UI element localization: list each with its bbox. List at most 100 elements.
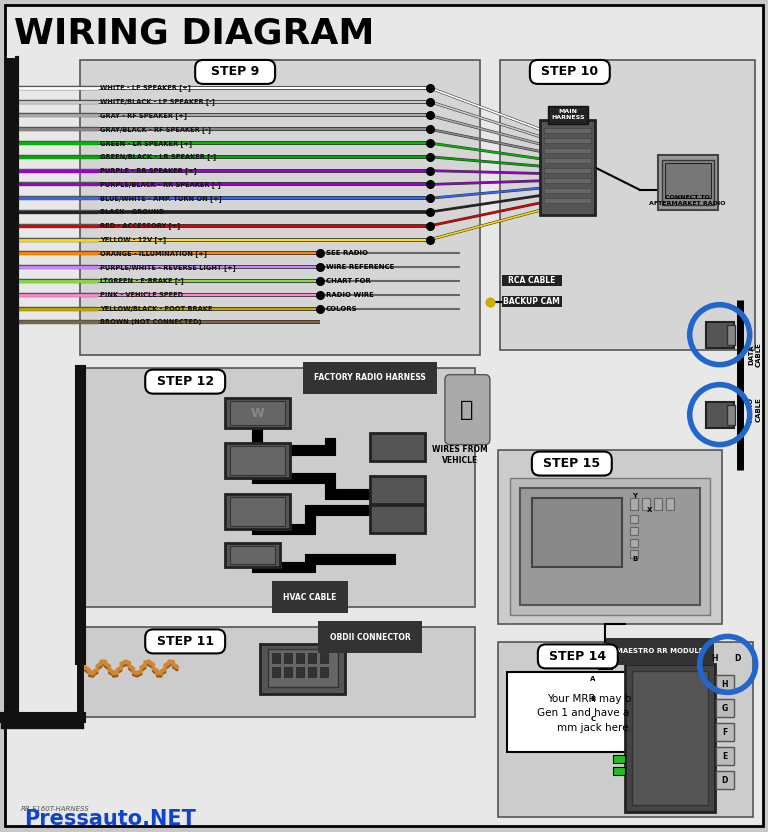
Bar [225, 443, 290, 478]
Text: SEE RADIO: SEE RADIO [326, 250, 368, 256]
Bar [598, 646, 612, 656]
Bar [613, 767, 625, 775]
Text: RED - ACCESSORY [+]: RED - ACCESSORY [+] [101, 222, 180, 230]
Bar [727, 404, 735, 424]
Bar [716, 700, 733, 717]
Text: C: C [591, 716, 595, 722]
FancyBboxPatch shape [195, 60, 275, 84]
Bar [260, 645, 345, 695]
Bar [308, 667, 316, 677]
Text: D: D [734, 654, 741, 663]
Bar [502, 275, 562, 285]
Bar [654, 498, 662, 509]
Text: OBDII CONNECTOR: OBDII CONNECTOR [329, 633, 410, 642]
Text: Pressauto.NET: Pressauto.NET [25, 810, 196, 830]
Text: STEP 10: STEP 10 [541, 66, 598, 78]
Bar [370, 433, 425, 461]
Text: BLACK - GROUND: BLACK - GROUND [101, 209, 165, 215]
Bar [225, 542, 280, 567]
Bar [230, 546, 275, 564]
Text: Your MRR may be
Gen 1 and have a 3.5
mm jack here: Your MRR may be Gen 1 and have a 3.5 mm … [537, 694, 649, 733]
Bar [716, 771, 733, 790]
Bar [81, 368, 475, 607]
Bar [544, 128, 591, 133]
Bar [632, 671, 707, 805]
Bar [284, 667, 292, 677]
Text: RADIO WIRE: RADIO WIRE [326, 292, 374, 298]
Bar [268, 650, 338, 687]
Bar [225, 398, 290, 428]
Text: D: D [721, 775, 728, 785]
Bar [544, 148, 591, 153]
Text: STEP 12: STEP 12 [157, 375, 214, 389]
Text: BROWN (NOT CONNECTED): BROWN (NOT CONNECTED) [101, 319, 202, 325]
Text: STEP 11: STEP 11 [157, 635, 214, 648]
Bar [296, 653, 304, 663]
Text: 🚗: 🚗 [460, 399, 474, 419]
Text: WHITE/BLACK - LF SPEAKER [-]: WHITE/BLACK - LF SPEAKER [-] [101, 98, 215, 105]
Bar [544, 158, 591, 163]
Bar [498, 642, 753, 817]
Text: DATA
CABLE: DATA CABLE [748, 342, 761, 367]
Text: H: H [711, 654, 718, 663]
Bar [5, 58, 18, 717]
Text: GRAY/BLACK - RF SPEAKER [-]: GRAY/BLACK - RF SPEAKER [-] [101, 126, 211, 133]
Bar [662, 160, 713, 205]
Text: GREEN/BLACK - LR SPEAKER [-]: GREEN/BLACK - LR SPEAKER [-] [101, 153, 217, 161]
Text: H: H [721, 680, 728, 689]
Bar [320, 667, 328, 677]
Bar [544, 168, 591, 173]
Bar [230, 446, 285, 474]
Bar [507, 672, 679, 752]
Text: STEP 14: STEP 14 [549, 650, 607, 663]
Text: MAESTRO RR MODULE: MAESTRO RR MODULE [616, 648, 703, 655]
Bar [642, 498, 650, 509]
FancyBboxPatch shape [530, 60, 610, 84]
Bar [225, 493, 290, 528]
Bar [665, 163, 710, 198]
Bar [625, 665, 715, 812]
Bar [598, 660, 612, 670]
Text: B: B [632, 557, 637, 562]
FancyBboxPatch shape [532, 452, 612, 476]
Bar [630, 498, 637, 509]
Text: YELLOW/BLACK - FOOT BRAKE: YELLOW/BLACK - FOOT BRAKE [101, 305, 213, 311]
Bar [613, 755, 625, 763]
Bar [81, 60, 480, 354]
Text: FACTORY RADIO HARNESS: FACTORY RADIO HARNESS [314, 374, 426, 382]
Text: E: E [722, 752, 727, 760]
Text: STEP 9: STEP 9 [211, 66, 260, 78]
Bar [716, 723, 733, 741]
Bar [657, 155, 717, 210]
Text: WIRES FROM
VEHICLE: WIRES FROM VEHICLE [432, 444, 488, 465]
Bar [230, 401, 285, 424]
Bar [320, 653, 328, 663]
Text: ORANGE - ILLUMINATION [+]: ORANGE - ILLUMINATION [+] [101, 250, 207, 257]
Text: A: A [590, 676, 595, 682]
Text: CONNECT TO
AFTERMARKET RADIO: CONNECT TO AFTERMARKET RADIO [650, 195, 726, 206]
Text: HVAC CABLE: HVAC CABLE [283, 593, 336, 602]
Text: GRAY - RF SPEAKER [+]: GRAY - RF SPEAKER [+] [101, 112, 187, 119]
Text: B: B [590, 696, 595, 702]
Bar [544, 138, 591, 143]
Bar [520, 488, 700, 606]
Bar [370, 504, 425, 532]
Bar [502, 295, 562, 307]
Bar [630, 527, 637, 534]
Bar [630, 514, 637, 522]
Text: W: W [250, 407, 264, 420]
Text: PURPLE - RR SPEAKER [+]: PURPLE - RR SPEAKER [+] [101, 167, 197, 174]
Bar [544, 188, 591, 193]
Bar [510, 478, 710, 616]
Text: WIRE REFERENCE: WIRE REFERENCE [326, 264, 395, 270]
Bar [716, 676, 733, 693]
Text: BLUE/WHITE - AMP. TURN ON [+]: BLUE/WHITE - AMP. TURN ON [+] [101, 195, 222, 201]
Text: BACKUP CAM: BACKUP CAM [504, 297, 561, 306]
Bar [498, 449, 722, 625]
Bar [706, 402, 733, 428]
FancyBboxPatch shape [445, 374, 490, 444]
Text: GREEN - LR SPEAKER [+]: GREEN - LR SPEAKER [+] [101, 140, 193, 146]
Text: X: X [647, 507, 653, 513]
Text: AUDIO
CABLE: AUDIO CABLE [748, 397, 761, 422]
Bar [500, 60, 755, 349]
